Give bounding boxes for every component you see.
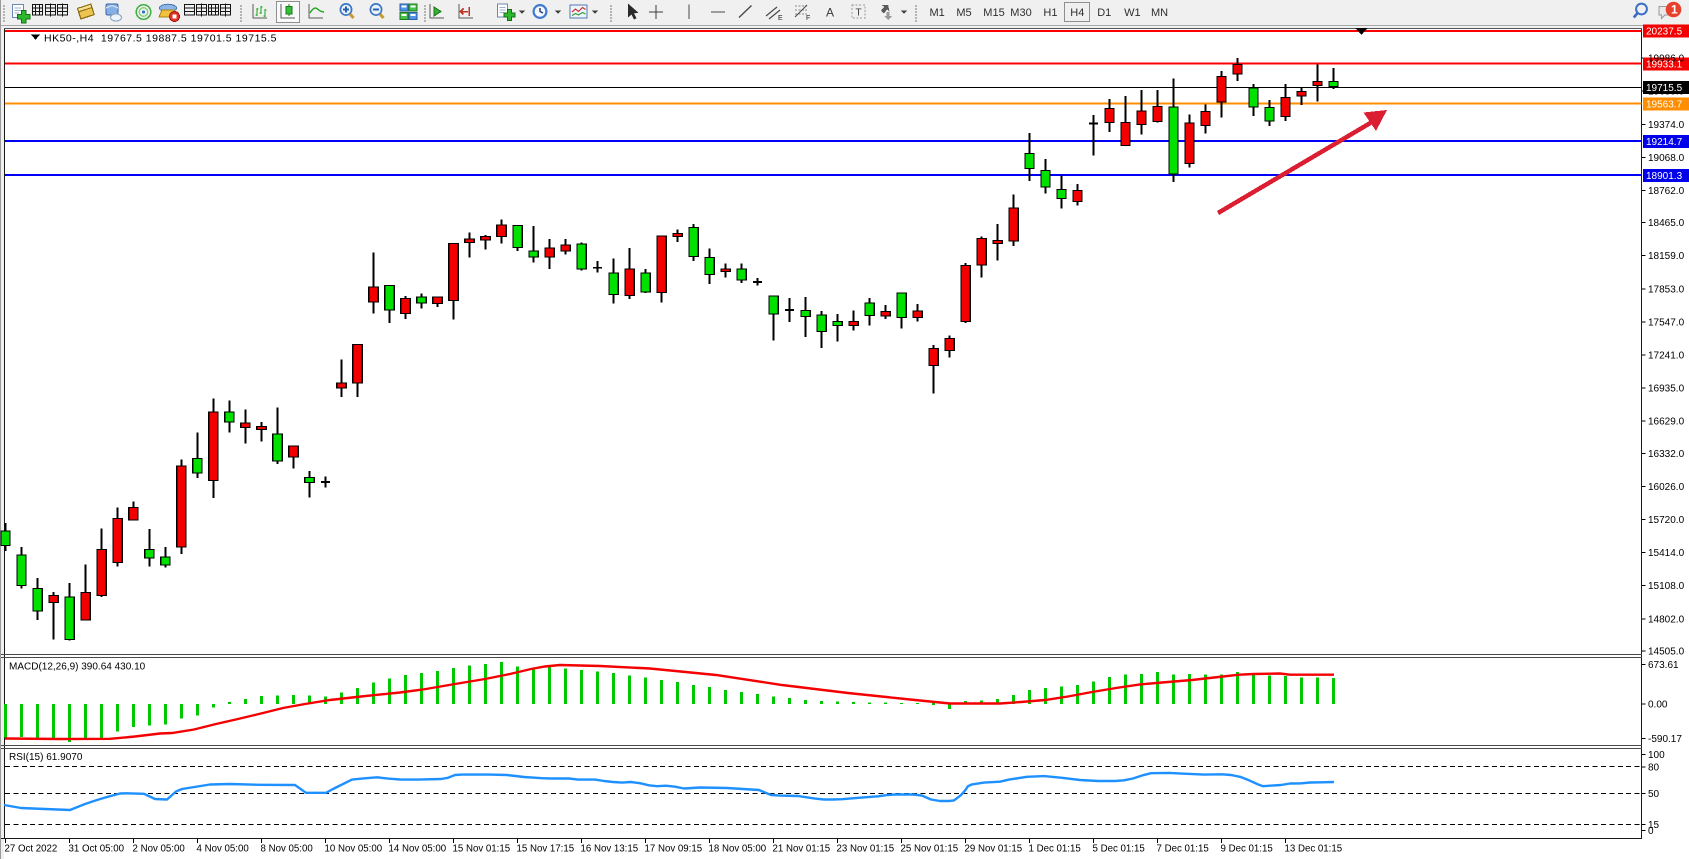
svg-text:16026.0: 16026.0 [1648,482,1685,493]
svg-text:17853.0: 17853.0 [1648,284,1685,295]
svg-text:1: 1 [1671,3,1678,17]
svg-text:27 Oct 2022: 27 Oct 2022 [5,844,58,855]
svg-text:15414.0: 15414.0 [1648,548,1685,559]
svg-text:19715.5: 19715.5 [1646,83,1683,94]
svg-text:5 Dec 01:15: 5 Dec 01:15 [1093,844,1145,855]
svg-text:E: E [778,15,783,22]
svg-text:H1: H1 [1043,7,1057,19]
svg-text:19563.7: 19563.7 [1646,99,1683,110]
svg-text:H4: H4 [1070,7,1084,19]
svg-text:19986.0: 19986.0 [1648,54,1685,65]
svg-text:0.00: 0.00 [1648,700,1668,711]
svg-text:29 Nov 01:15: 29 Nov 01:15 [965,844,1023,855]
svg-text:23 Nov 01:15: 23 Nov 01:15 [837,844,895,855]
svg-text:16332.0: 16332.0 [1648,449,1685,460]
svg-text:RSI(15) 61.9070: RSI(15) 61.9070 [9,752,83,763]
svg-text:15720.0: 15720.0 [1648,515,1685,526]
svg-text:18901.3: 18901.3 [1646,171,1683,182]
svg-text:F: F [806,15,810,22]
svg-text:4 Nov 05:00: 4 Nov 05:00 [197,844,250,855]
svg-text:14802.0: 14802.0 [1648,614,1685,625]
svg-text:15 Nov 17:15: 15 Nov 17:15 [517,844,575,855]
svg-text:25 Nov 01:15: 25 Nov 01:15 [901,844,959,855]
svg-text:100: 100 [1648,750,1665,761]
svg-text:19680.0: 19680.0 [1648,87,1685,98]
svg-text:16935.0: 16935.0 [1648,384,1685,395]
svg-text:-590.17: -590.17 [1648,734,1682,745]
svg-text:15 Nov 01:15: 15 Nov 01:15 [453,844,511,855]
svg-text:20237.5: 20237.5 [1646,26,1683,37]
svg-text:16 Nov 13:15: 16 Nov 13:15 [581,844,639,855]
svg-text:7 Dec 01:15: 7 Dec 01:15 [1157,844,1209,855]
svg-text:19933.1: 19933.1 [1646,59,1683,70]
svg-text:A: A [826,6,834,20]
svg-text:MACD(12,26,9) 390.64 430.10: MACD(12,26,9) 390.64 430.10 [9,662,146,673]
svg-text:10 Nov 05:00: 10 Nov 05:00 [325,844,383,855]
svg-text:17241.0: 17241.0 [1648,351,1685,362]
svg-text:19068.0: 19068.0 [1648,153,1685,164]
svg-text:0: 0 [1648,826,1654,837]
svg-text:8 Nov 05:00: 8 Nov 05:00 [261,844,314,855]
svg-text:M15: M15 [983,7,1004,19]
svg-text:17547.0: 17547.0 [1648,317,1685,328]
svg-text:673.61: 673.61 [1648,660,1679,671]
svg-text:15: 15 [1648,820,1660,831]
svg-text:19214.7: 19214.7 [1646,137,1683,148]
svg-text:2 Nov 05:00: 2 Nov 05:00 [133,844,186,855]
svg-text:18762.0: 18762.0 [1648,186,1685,197]
svg-text:18 Nov 05:00: 18 Nov 05:00 [709,844,767,855]
svg-text:13 Dec 01:15: 13 Dec 01:15 [1285,844,1343,855]
svg-text:19374.0: 19374.0 [1648,120,1685,131]
svg-text:15108.0: 15108.0 [1648,581,1685,592]
svg-text:14505.0: 14505.0 [1648,646,1685,657]
svg-text:50: 50 [1648,789,1660,800]
svg-text:HK50-,H4 19767.5 19887.5 1970: HK50-,H4 19767.5 19887.5 19701.5 19715.5 [44,33,277,45]
svg-text:W1: W1 [1124,7,1141,19]
svg-text:D1: D1 [1097,7,1111,19]
svg-text:21 Nov 01:15: 21 Nov 01:15 [773,844,831,855]
svg-text:17 Nov 09:15: 17 Nov 09:15 [645,844,703,855]
svg-text:M30: M30 [1010,7,1031,19]
svg-text:T: T [856,8,862,19]
svg-text:31 Oct 05:00: 31 Oct 05:00 [69,844,125,855]
svg-text:18159.0: 18159.0 [1648,251,1685,262]
svg-text:M5: M5 [956,7,971,19]
svg-text:MN: MN [1151,7,1168,19]
svg-text:M1: M1 [930,7,945,19]
svg-text:9 Dec 01:15: 9 Dec 01:15 [1221,844,1273,855]
svg-text:18465.0: 18465.0 [1648,218,1685,229]
svg-text:14 Nov 05:00: 14 Nov 05:00 [389,844,447,855]
svg-text:16629.0: 16629.0 [1648,417,1685,428]
svg-text:1 Dec 01:15: 1 Dec 01:15 [1029,844,1081,855]
svg-text:80: 80 [1648,763,1660,774]
